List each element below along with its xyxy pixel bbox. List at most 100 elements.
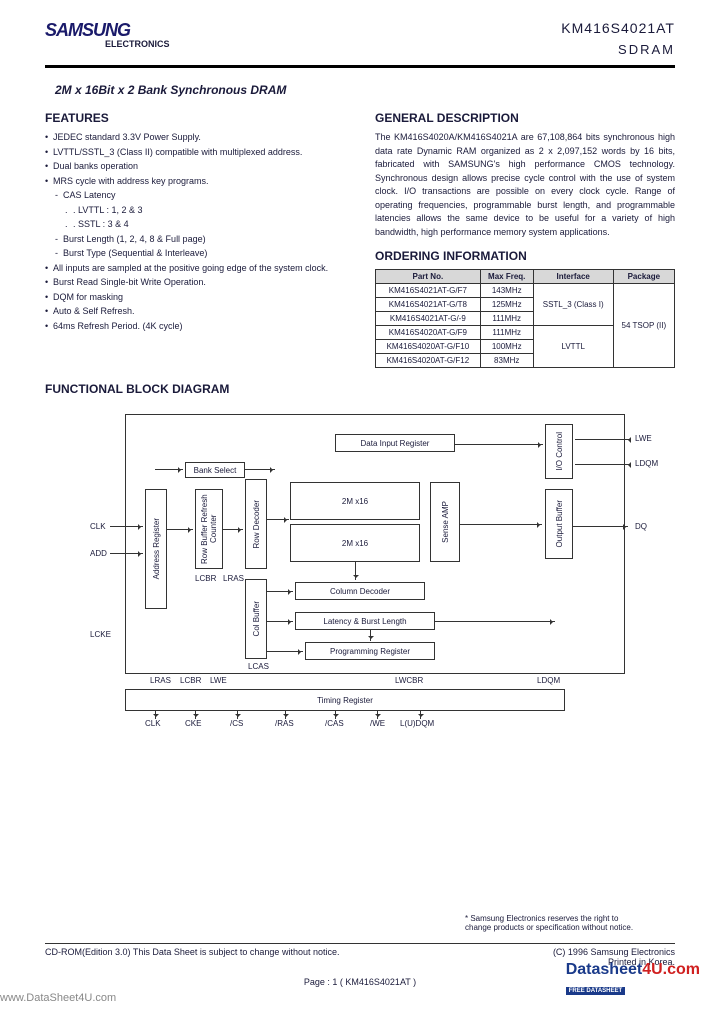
- ordering-table: Part No. Max Freq. Interface Package KM4…: [375, 269, 675, 368]
- arrow: [167, 529, 193, 530]
- block-mem2: 2M x16: [290, 524, 420, 562]
- watermark-left: www.DataSheet4U.com: [0, 992, 116, 1004]
- left-column: FEATURES JEDEC standard 3.3V Power Suppl…: [45, 111, 345, 368]
- block-row-buffer: Row Buffer Refresh Counter: [195, 489, 223, 569]
- arrow: [575, 464, 630, 465]
- logo-subtitle: ELECTRONICS: [105, 39, 170, 49]
- block-mem1: 2M x16: [290, 482, 420, 520]
- feature-item: Burst Read Single-bit Write Operation.: [45, 276, 345, 290]
- arrow: [435, 621, 555, 622]
- arrow: [355, 562, 356, 580]
- signal-lcas: LCAS: [248, 662, 269, 671]
- feature-item: All inputs are sampled at the positive g…: [45, 262, 345, 276]
- ordering-heading: ORDERING INFORMATION: [375, 249, 675, 263]
- block-timing-reg: Timing Register: [125, 689, 565, 711]
- feature-sub: Burst Type (Sequential & Interleave): [45, 247, 345, 261]
- two-columns: FEATURES JEDEC standard 3.3V Power Suppl…: [45, 111, 675, 368]
- feature-sub: Burst Length (1, 2, 4, 8 & Full page): [45, 233, 345, 247]
- footnote: * Samsung Electronics reserves the right…: [465, 914, 645, 932]
- pin-clk: CLK: [145, 719, 161, 728]
- feature-item: Auto & Self Refresh.: [45, 305, 345, 319]
- document-title: 2M x 16Bit x 2 Bank Synchronous DRAM: [55, 83, 675, 97]
- arrow: [285, 711, 286, 719]
- feature-item: DQM for masking: [45, 291, 345, 305]
- features-list: JEDEC standard 3.3V Power Supply. LVTTL/…: [45, 131, 345, 333]
- table-row: KM416S4021AT-G/F7143MHzSSTL_3 (Class I)5…: [376, 284, 675, 298]
- pin-dqm: L(U)DQM: [400, 719, 434, 728]
- block-col-decoder: Column Decoder: [295, 582, 425, 600]
- block-output-buffer: Output Buffer: [545, 489, 573, 559]
- arrow: [267, 519, 289, 520]
- pin-cke: CKE: [185, 719, 201, 728]
- samsung-logo: SAMSUNG: [45, 20, 170, 41]
- arrow: [460, 524, 542, 525]
- signal-lras: LRAS: [223, 574, 244, 583]
- signal-dq: DQ: [635, 522, 647, 531]
- features-heading: FEATURES: [45, 111, 345, 125]
- block-io-control: I/O Control: [545, 424, 573, 479]
- block-diagram: Data Input Register Bank Select Address …: [35, 404, 655, 754]
- pin-cas: /CAS: [325, 719, 344, 728]
- feature-item: 64ms Refresh Period. (4K cycle): [45, 320, 345, 334]
- arrow: [110, 526, 143, 527]
- page-header: SAMSUNG ELECTRONICS KM416S4021AT SDRAM: [45, 20, 675, 57]
- header-right: KM416S4021AT SDRAM: [561, 20, 675, 57]
- signal-lras2: LRAS: [150, 676, 171, 685]
- block-row-decoder: Row Decoder: [245, 479, 267, 569]
- arrow: [223, 529, 243, 530]
- feature-item: MRS cycle with address key programs.: [45, 175, 345, 189]
- signal-lcke: LCKE: [90, 630, 111, 639]
- block-bank-select: Bank Select: [185, 462, 245, 478]
- signal-lcbr2: LCBR: [180, 676, 201, 685]
- signal-lwe2: LWE: [210, 676, 227, 685]
- signal-ldqm: LDQM: [635, 459, 658, 468]
- col-header: Max Freq.: [480, 270, 533, 284]
- arrow: [155, 469, 183, 470]
- feature-sub2: . SSTL : 3 & 4: [45, 218, 345, 232]
- block-col-buffer: Col Buffer: [245, 579, 267, 659]
- signal-clk: CLK: [90, 522, 106, 531]
- arrow: [420, 711, 421, 719]
- part-type: SDRAM: [561, 42, 675, 57]
- feature-item: Dual banks operation: [45, 160, 345, 174]
- block-prog-reg: Programming Register: [305, 642, 435, 660]
- feature-item: LVTTL/SSTL_3 (Class II) compatible with …: [45, 146, 345, 160]
- block-data-input: Data Input Register: [335, 434, 455, 452]
- col-header: Interface: [533, 270, 613, 284]
- block-addr-reg: Address Register: [145, 489, 167, 609]
- header-rule: [45, 65, 675, 68]
- signal-lwcbr: LWCBR: [395, 676, 423, 685]
- feature-sub: CAS Latency: [45, 189, 345, 203]
- watermark-tag: FREE DATASHEET: [566, 987, 625, 995]
- arrow: [377, 711, 378, 719]
- pin-we: /WE: [370, 719, 385, 728]
- arrow: [575, 439, 630, 440]
- signal-ldqm2: LDQM: [537, 676, 560, 685]
- signal-lcbr: LCBR: [195, 574, 216, 583]
- arrow: [237, 711, 238, 719]
- description-heading: GENERAL DESCRIPTION: [375, 111, 675, 125]
- feature-sub2: . LVTTL : 1, 2 & 3: [45, 204, 345, 218]
- arrow: [110, 553, 143, 554]
- footer-left: CD-ROM(Edition 3.0) This Data Sheet is s…: [45, 947, 339, 967]
- block-diagram-heading: FUNCTIONAL BLOCK DIAGRAM: [45, 382, 675, 396]
- arrow: [267, 651, 303, 652]
- arrow: [195, 711, 196, 719]
- table-header-row: Part No. Max Freq. Interface Package: [376, 270, 675, 284]
- arrow: [370, 629, 371, 641]
- col-header: Part No.: [376, 270, 481, 284]
- signal-add: ADD: [90, 549, 107, 558]
- arrow: [267, 621, 293, 622]
- block-sense-amp: Sense AMP: [430, 482, 460, 562]
- feature-item: JEDEC standard 3.3V Power Supply.: [45, 131, 345, 145]
- watermark-right: Datasheet4U.com FREE DATASHEET: [566, 961, 700, 997]
- arrow: [267, 591, 293, 592]
- pin-ras: /RAS: [275, 719, 294, 728]
- arrow: [155, 711, 156, 719]
- arrow: [335, 711, 336, 719]
- part-number: KM416S4021AT: [561, 20, 675, 36]
- signal-lwe: LWE: [635, 434, 652, 443]
- arrow: [455, 444, 543, 445]
- description-text: The KM416S4020A/KM416S4021A are 67,108,8…: [375, 131, 675, 239]
- logo-block: SAMSUNG ELECTRONICS: [45, 20, 170, 49]
